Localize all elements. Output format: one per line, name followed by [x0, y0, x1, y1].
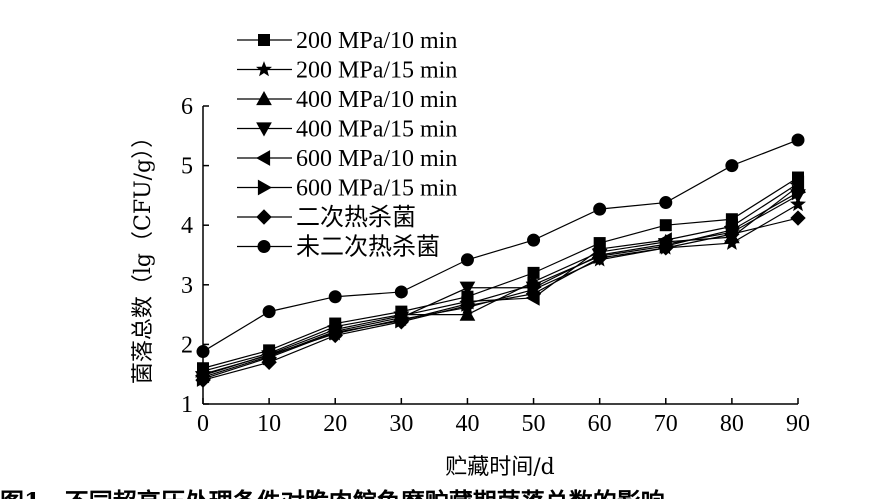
legend-item: 600 MPa/15 min	[237, 176, 457, 202]
data-point	[527, 233, 541, 247]
x-ticks: 0 10 20 30 40 50 60 70 80 90	[197, 398, 810, 437]
legend-label: 400 MPa/10 min	[296, 87, 457, 113]
data-point	[525, 286, 542, 302]
y-ticks: 1 2 3 4 5 6	[181, 94, 209, 418]
series-8	[196, 133, 805, 359]
legend-item: 400 MPa/15 min	[237, 117, 457, 143]
data-point	[195, 372, 211, 388]
legend-item: 200 MPa/15 min	[237, 58, 457, 84]
legend-item: 400 MPa/10 min	[237, 87, 457, 113]
series-5	[194, 175, 805, 384]
x-tick-label: 40	[455, 411, 479, 437]
legend-marker	[255, 150, 271, 166]
legend-marker	[258, 34, 270, 46]
legend-marker	[256, 61, 272, 77]
series-6	[196, 184, 807, 387]
y-tick-label: 1	[181, 392, 193, 418]
data-point	[459, 306, 476, 321]
series-2	[195, 195, 806, 381]
series-7	[195, 210, 806, 388]
legend-label: 未二次热杀菌	[296, 234, 440, 261]
data-point	[196, 345, 210, 359]
data-point	[724, 226, 740, 242]
x-tick-label: 80	[720, 411, 744, 437]
legend-marker	[256, 122, 272, 137]
data-point	[394, 285, 408, 299]
series-1	[197, 171, 804, 375]
legend-label: 200 MPa/10 min	[296, 28, 457, 54]
legend-marker	[257, 179, 273, 196]
series-line	[202, 191, 799, 380]
x-axis-label: 贮藏时间/d	[445, 455, 555, 480]
data-point	[262, 305, 276, 319]
chart-axes	[202, 106, 798, 405]
series-line	[202, 185, 799, 372]
data-point	[791, 184, 807, 201]
y-tick-label: 6	[181, 94, 193, 120]
x-tick-label: 50	[522, 411, 546, 437]
legend-label: 二次热杀菌	[296, 204, 416, 231]
legend: 200 MPa/10 min 200 MPa/15 min 400 MPa/10 m…	[237, 28, 457, 261]
legend-label: 400 MPa/15 min	[296, 117, 457, 143]
legend-marker	[256, 209, 272, 225]
x-tick-label: 30	[389, 411, 413, 437]
data-point	[328, 290, 342, 304]
data-point	[790, 210, 806, 226]
data-point	[460, 253, 474, 267]
y-tick-label: 5	[181, 154, 193, 180]
series-line	[202, 217, 799, 381]
data-point	[790, 195, 806, 212]
y-tick-label: 2	[181, 332, 193, 358]
legend-marker	[257, 240, 271, 253]
x-tick-label: 0	[197, 411, 209, 437]
x-tick-label: 90	[786, 411, 810, 437]
data-point	[591, 250, 608, 266]
series-line	[202, 177, 799, 369]
data-point	[327, 327, 343, 344]
x-tick-label: 20	[323, 411, 347, 437]
data-point	[659, 219, 672, 232]
data-point	[459, 281, 476, 296]
legend-label: 200 MPa/15 min	[296, 58, 457, 84]
series-layer	[194, 133, 807, 388]
data-point	[261, 354, 277, 370]
data-point	[593, 202, 607, 216]
x-tick-label: 60	[588, 411, 612, 437]
legend-label: 600 MPa/15 min	[296, 176, 457, 202]
data-point	[789, 175, 805, 192]
legend-item: 600 MPa/10 min	[237, 146, 457, 172]
series-line	[202, 139, 799, 353]
x-tick-label: 10	[257, 411, 281, 437]
legend-item: 200 MPa/10 min	[237, 28, 457, 54]
figure-caption: 图1 不同超高压处理条件对脆肉鲩鱼糜贮藏期菌落总数的影响	[0, 487, 665, 499]
series-line	[202, 194, 799, 378]
data-point	[725, 159, 739, 173]
legend-marker	[256, 90, 272, 106]
legend-item: 二次热杀菌	[237, 204, 416, 231]
data-point	[393, 314, 410, 330]
y-tick-label: 4	[181, 213, 193, 239]
data-point	[658, 240, 674, 256]
data-point	[459, 297, 476, 314]
data-point	[659, 196, 673, 210]
y-tick-label: 3	[181, 273, 193, 299]
y-axis-label: 菌落总数（lg（CFU/g））	[131, 126, 156, 384]
data-point	[791, 133, 805, 147]
series-line	[202, 182, 799, 376]
legend-item: 未二次热杀菌	[237, 234, 440, 261]
legend-label: 600 MPa/10 min	[296, 146, 457, 172]
x-tick-label: 70	[654, 411, 678, 437]
